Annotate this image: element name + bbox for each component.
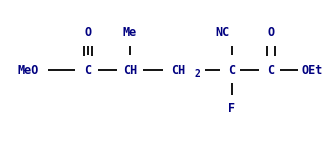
Text: 2: 2 <box>194 69 200 79</box>
Text: C: C <box>228 63 236 77</box>
Text: F: F <box>228 102 236 114</box>
Text: Me: Me <box>123 26 137 38</box>
Text: NC: NC <box>215 26 229 38</box>
Text: CH: CH <box>171 63 185 77</box>
Text: O: O <box>84 26 91 38</box>
Text: C: C <box>84 63 91 77</box>
Text: MeO: MeO <box>17 63 39 77</box>
Text: O: O <box>267 26 275 38</box>
Text: OEt: OEt <box>301 63 323 77</box>
Text: C: C <box>267 63 275 77</box>
Text: CH: CH <box>123 63 137 77</box>
